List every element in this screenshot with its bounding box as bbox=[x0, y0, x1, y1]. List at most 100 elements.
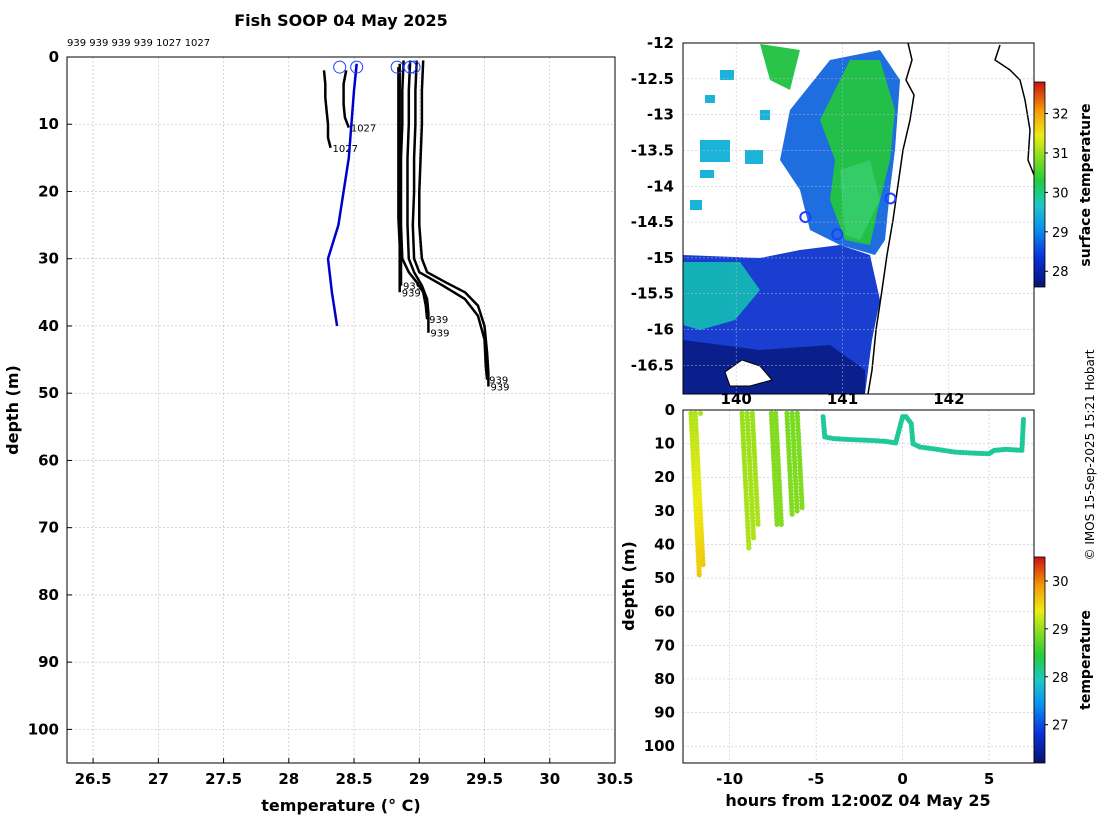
y-tick-label: 100 bbox=[28, 720, 59, 738]
x-tick-label: 27 bbox=[148, 770, 169, 788]
cast-point bbox=[746, 545, 752, 551]
profile-x-label: temperature (° C) bbox=[261, 796, 420, 815]
cast-point bbox=[789, 511, 795, 517]
y-tick-label: 70 bbox=[38, 519, 59, 537]
sst-north-patch bbox=[760, 44, 800, 90]
profile-line-939 bbox=[411, 60, 489, 380]
timeseries-points bbox=[688, 410, 1027, 578]
x-tick-label: 29.5 bbox=[466, 770, 503, 788]
profile-frame bbox=[66, 56, 616, 764]
ts-y-tick-label: 20 bbox=[654, 468, 675, 486]
coastline bbox=[867, 43, 915, 394]
y-tick-label: 90 bbox=[38, 653, 59, 671]
timeseries-x-ticks: -10 -5 0 5 bbox=[716, 770, 994, 788]
map-x-tick-label: 142 bbox=[933, 390, 964, 408]
map-y-tick-label: -12.5 bbox=[631, 70, 674, 88]
map-colorbar-tick-label: 28 bbox=[1052, 265, 1069, 280]
profile-line-939 bbox=[399, 60, 429, 320]
timeseries-frame bbox=[682, 409, 1035, 764]
x-tick-label: 30.5 bbox=[596, 770, 633, 788]
timeseries-y-ticks: 0 10 20 30 40 50 60 70 80 90 100 bbox=[644, 401, 675, 755]
sst-speckle bbox=[690, 70, 770, 210]
ts-x-tick-label: 5 bbox=[984, 770, 994, 788]
island bbox=[724, 359, 773, 387]
ts-y-tick-label: 60 bbox=[654, 603, 675, 621]
y-tick-label: 80 bbox=[38, 586, 59, 604]
profile-end-label: 1027 bbox=[351, 124, 376, 135]
y-tick-label: 40 bbox=[38, 317, 59, 335]
profile-end-label: 939 bbox=[430, 329, 449, 340]
x-tick-label: 27.5 bbox=[205, 770, 242, 788]
profile-x-ticks: 26.5 27 27.5 28 28.5 29 29.5 30 30.5 bbox=[75, 758, 634, 788]
y-tick-label: 60 bbox=[38, 451, 59, 469]
profile-end-label: 939 bbox=[429, 315, 448, 326]
profile-line-939 bbox=[418, 60, 490, 387]
header-labels: 939 939 939 939 1027 1027 bbox=[67, 38, 210, 49]
cast-point bbox=[700, 562, 706, 568]
x-tick-label: 29 bbox=[409, 770, 430, 788]
y-tick-label: 20 bbox=[38, 182, 59, 200]
map-panel: -12 -12.5 -13 -13.5 -14 -14.5 -15 -15.5 -16 -16.5… bbox=[631, 34, 1094, 408]
surface-marker bbox=[390, 60, 404, 74]
y-tick-label: 10 bbox=[38, 115, 59, 133]
ts-y-tick-label: 40 bbox=[654, 535, 675, 553]
ts-y-tick-label: 0 bbox=[665, 401, 675, 419]
map-y-ticks: -12 -12.5 -13 -13.5 -14 -14.5 -15 -15.5 -16 -16.5 bbox=[631, 34, 674, 374]
ts-y-tick-label: 10 bbox=[654, 435, 675, 453]
profile-line-1027 bbox=[322, 70, 332, 149]
surface-markers bbox=[333, 60, 421, 74]
ts-y-tick-label: 80 bbox=[654, 670, 675, 688]
ts-colorbar-tick-label: 28 bbox=[1052, 671, 1069, 686]
map-colorbar-tick-label: 30 bbox=[1052, 186, 1069, 201]
station-marker bbox=[831, 228, 844, 241]
cast-point bbox=[697, 410, 704, 416]
map-colorbar-tick-label: 29 bbox=[1052, 226, 1069, 241]
profile-line-1027 bbox=[342, 70, 350, 129]
ts-y-tick-label: 90 bbox=[654, 704, 675, 722]
cast-point bbox=[799, 504, 805, 511]
ts-x-tick-label: 0 bbox=[897, 770, 907, 788]
profile-end-label: 1027 bbox=[333, 144, 358, 155]
cast-point bbox=[774, 521, 780, 527]
timeseries-colorbar-label: temperature bbox=[1078, 610, 1094, 710]
x-tick-label: 30 bbox=[539, 770, 560, 788]
land-mass bbox=[868, 43, 1034, 394]
cast-point bbox=[755, 521, 761, 527]
ts-y-tick-label: 100 bbox=[644, 737, 675, 755]
map-y-tick-label: -15 bbox=[647, 249, 674, 267]
map-y-tick-label: -13.5 bbox=[631, 141, 674, 159]
map-y-tick-label: -16.5 bbox=[631, 356, 674, 374]
map-y-tick-label: -14.5 bbox=[631, 213, 674, 231]
profile-end-label: 939 bbox=[489, 376, 508, 387]
ts-colorbar-tick-label: 27 bbox=[1052, 719, 1069, 734]
profile-line-939 bbox=[406, 60, 430, 333]
profile-end-label: 939 bbox=[490, 382, 509, 393]
profile-y-ticks: 0 10 20 30 40 50 60 70 80 90 100 bbox=[28, 48, 72, 738]
map-colorbar-ticks: 28 29 30 31 32 bbox=[1045, 108, 1069, 280]
surface-marker bbox=[403, 60, 417, 74]
y-tick-label: 0 bbox=[49, 48, 59, 66]
map-y-tick-label: -14 bbox=[647, 177, 674, 195]
island-coastline bbox=[994, 44, 1034, 176]
ts-x-tick-label: -5 bbox=[808, 770, 825, 788]
timeseries-grid bbox=[683, 409, 1034, 763]
y-tick-label: 50 bbox=[38, 384, 59, 402]
ts-y-tick-label: 50 bbox=[654, 569, 675, 587]
profile-line-939 bbox=[397, 67, 401, 293]
cast-point bbox=[750, 535, 757, 541]
station-marker bbox=[884, 192, 897, 205]
map-colorbar-tick-label: 31 bbox=[1052, 147, 1069, 162]
profile-panel: Fish SOOP 04 May 2025 939 939 939 939 10… bbox=[3, 11, 634, 815]
chart-title: Fish SOOP 04 May 2025 bbox=[234, 11, 448, 30]
map-x-ticks: 140 141 142 bbox=[721, 390, 965, 408]
ts-y-tick-label: 30 bbox=[654, 502, 675, 520]
profile-end-label: 939 bbox=[402, 288, 421, 299]
timeseries-panel: -10 -5 0 5 0 10 20 30 40 50 60 70 80 90 100 hours fro… bbox=[619, 401, 1094, 810]
map-y-tick-label: -16 bbox=[647, 321, 674, 339]
ts-x-tick-label: -10 bbox=[716, 770, 743, 788]
surface-marker bbox=[407, 60, 421, 74]
profile-grid bbox=[67, 56, 616, 763]
map-colorbar bbox=[1033, 81, 1046, 288]
